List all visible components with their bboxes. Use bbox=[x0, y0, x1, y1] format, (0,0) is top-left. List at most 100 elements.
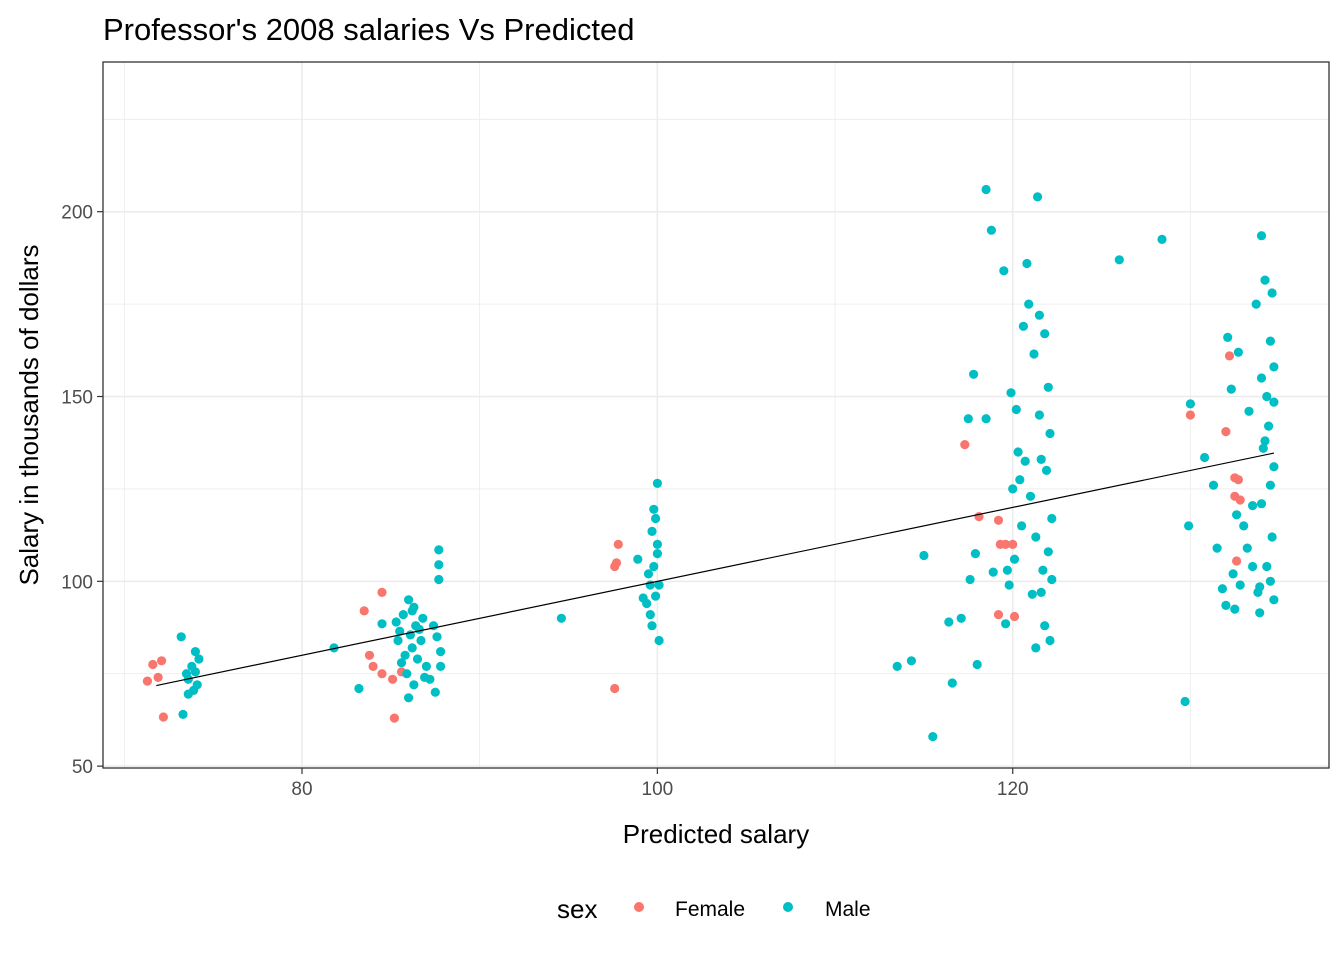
data-point-male bbox=[377, 619, 387, 629]
x-tick-label: 100 bbox=[642, 779, 674, 800]
data-point-male bbox=[1223, 332, 1233, 342]
data-point-female bbox=[389, 713, 399, 723]
data-point-female bbox=[377, 669, 387, 679]
data-point-male bbox=[1004, 580, 1014, 590]
data-point-female bbox=[153, 672, 163, 683]
data-point-male bbox=[1248, 501, 1258, 511]
data-point-female bbox=[158, 712, 168, 722]
data-point-male bbox=[651, 591, 661, 601]
data-point-male bbox=[412, 654, 423, 664]
grid-minor-lines bbox=[103, 62, 1329, 768]
data-point-male bbox=[1269, 362, 1279, 372]
data-point-male bbox=[409, 602, 419, 612]
chart-title: Professor's 2008 salaries Vs Predicted bbox=[103, 12, 634, 47]
data-point-male bbox=[1027, 589, 1037, 599]
axis-ticks bbox=[97, 211, 1014, 774]
data-point-male bbox=[434, 560, 444, 570]
data-point-male bbox=[647, 526, 657, 537]
data-point-male bbox=[906, 656, 917, 666]
data-point-male bbox=[1040, 621, 1050, 631]
legend-label-female: Female bbox=[675, 898, 745, 921]
legend-title: sex bbox=[557, 894, 597, 924]
data-point-female bbox=[359, 606, 369, 616]
data-point-male bbox=[189, 685, 199, 696]
data-point-male bbox=[1036, 454, 1046, 464]
data-point-male bbox=[1001, 619, 1011, 629]
data-point-female bbox=[1008, 539, 1018, 550]
data-point-male bbox=[1221, 600, 1231, 611]
data-point-female bbox=[960, 440, 970, 450]
data-point-male bbox=[1267, 288, 1277, 298]
data-point-male bbox=[1031, 643, 1041, 653]
data-point-male bbox=[947, 678, 957, 688]
data-point-male bbox=[178, 709, 188, 720]
data-point-male bbox=[988, 567, 998, 577]
data-point-male bbox=[393, 635, 403, 646]
data-point-male bbox=[1029, 349, 1039, 359]
data-point-male bbox=[1008, 484, 1018, 494]
data-point-male bbox=[645, 610, 655, 620]
data-point-male bbox=[1232, 510, 1242, 520]
y-tick-label: 200 bbox=[61, 203, 93, 224]
data-point-male bbox=[1180, 696, 1190, 707]
data-point-male bbox=[1269, 397, 1279, 407]
data-point-male bbox=[391, 617, 401, 627]
data-point-male bbox=[432, 632, 442, 642]
data-point-male bbox=[1262, 561, 1272, 572]
x-tick-label: 120 bbox=[997, 779, 1029, 800]
data-point-female bbox=[142, 676, 152, 686]
data-point-male bbox=[1244, 406, 1254, 416]
y-tick-label: 150 bbox=[61, 388, 93, 409]
data-point-male bbox=[1256, 499, 1267, 509]
data-point-male bbox=[1114, 255, 1124, 265]
data-point-male bbox=[647, 621, 657, 631]
data-point-male bbox=[1251, 299, 1261, 309]
data-point-male bbox=[1041, 465, 1052, 475]
y-tick-label: 100 bbox=[61, 572, 93, 593]
data-point-male bbox=[956, 613, 966, 623]
data-point-female bbox=[1185, 410, 1195, 420]
legend-label-male: Male bbox=[825, 898, 871, 921]
data-point-male bbox=[1200, 452, 1210, 463]
data-point-female bbox=[148, 659, 158, 670]
x-axis-title: Predicted salary bbox=[623, 819, 809, 849]
data-point-male bbox=[1036, 587, 1046, 598]
legend-key-male bbox=[783, 902, 793, 912]
data-point-female bbox=[377, 587, 387, 598]
data-point-male bbox=[354, 683, 364, 694]
data-point-male bbox=[425, 674, 435, 684]
data-point-female bbox=[1232, 556, 1242, 566]
data-point-male bbox=[944, 617, 954, 627]
data-point-male bbox=[1017, 521, 1027, 531]
data-point-male bbox=[436, 661, 446, 672]
data-point-male bbox=[1235, 580, 1245, 590]
data-point-female bbox=[993, 515, 1004, 525]
data-point-male bbox=[421, 661, 431, 672]
data-point-male bbox=[1258, 443, 1268, 453]
data-point-male bbox=[407, 643, 417, 653]
data-point-male bbox=[1157, 234, 1167, 244]
data-point-male bbox=[1185, 399, 1195, 409]
data-point-male bbox=[176, 632, 186, 642]
data-point-male bbox=[919, 550, 929, 561]
legend: sex Female Male bbox=[557, 894, 871, 924]
data-point-female bbox=[368, 661, 378, 672]
data-point-male bbox=[652, 478, 663, 488]
data-point-male bbox=[654, 580, 664, 590]
data-point-male bbox=[1212, 543, 1222, 553]
data-point-female bbox=[1009, 611, 1020, 622]
data-point-female bbox=[1221, 427, 1231, 437]
data-point-male bbox=[1256, 373, 1267, 383]
data-point-male bbox=[965, 574, 975, 585]
data-point-female bbox=[388, 674, 398, 684]
data-point-male bbox=[329, 643, 339, 653]
data-point-male bbox=[1011, 404, 1021, 415]
data-point-male bbox=[1043, 547, 1053, 557]
data-point-male bbox=[402, 669, 412, 679]
data-point-male bbox=[400, 650, 410, 660]
data-point-female bbox=[613, 539, 623, 550]
data-point-male bbox=[1184, 521, 1194, 531]
data-point-male bbox=[1256, 231, 1267, 241]
data-point-male bbox=[1260, 275, 1270, 285]
